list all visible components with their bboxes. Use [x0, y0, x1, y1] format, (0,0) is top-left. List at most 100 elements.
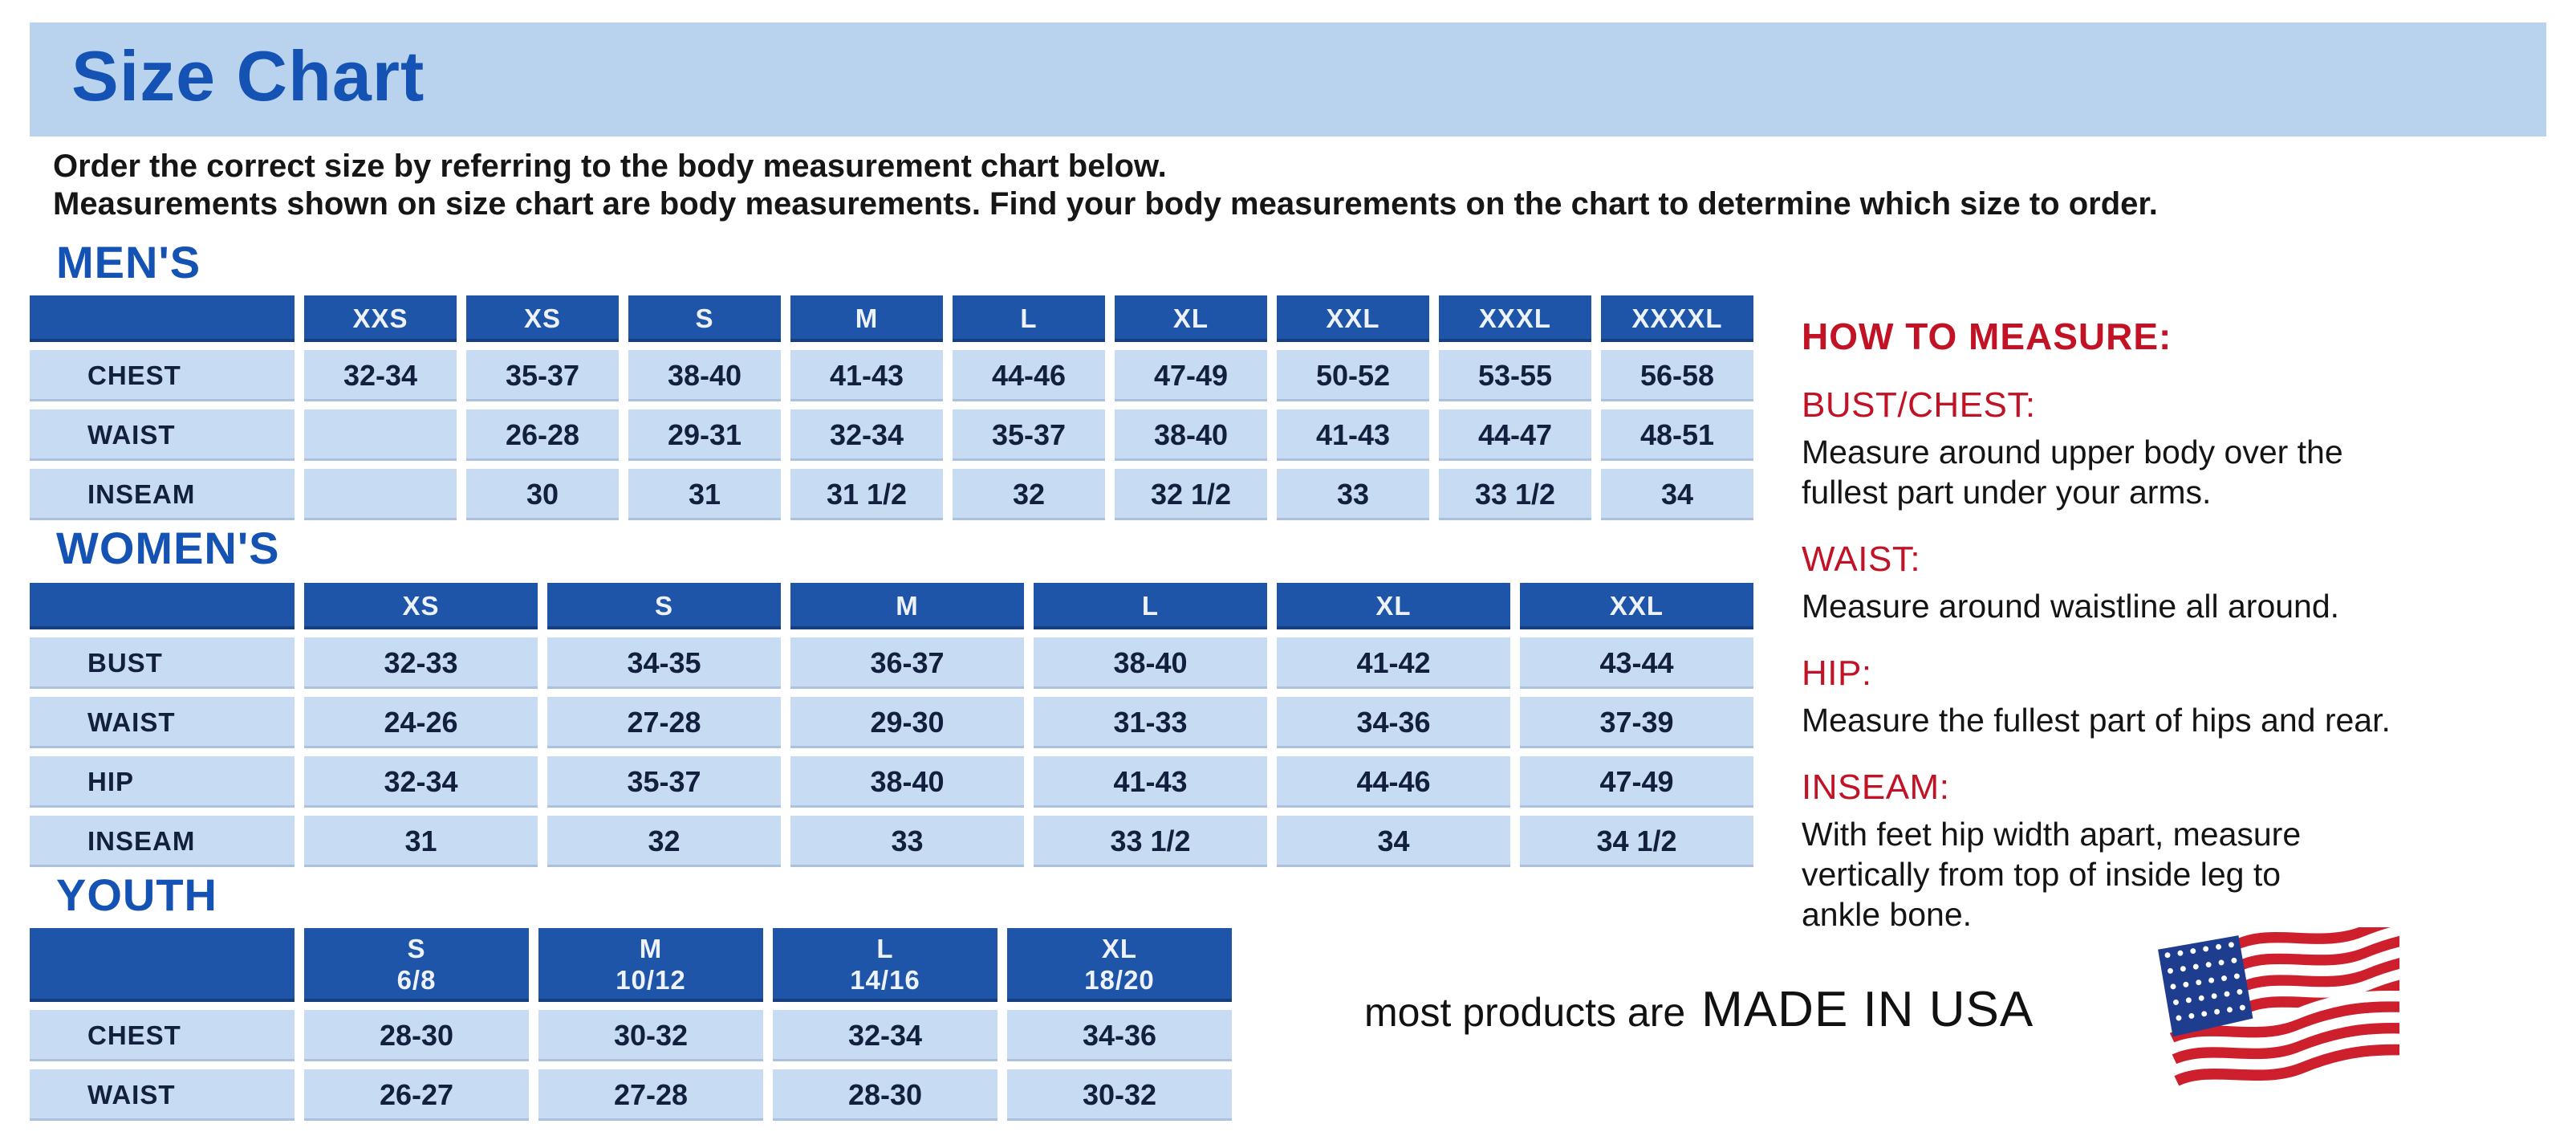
- size-value-cell: 34-35: [547, 637, 781, 689]
- row-label-cell: HIP: [30, 756, 295, 808]
- column-header-cell: XXXXL: [1601, 295, 1753, 342]
- size-value-cell: 32-33: [304, 637, 538, 689]
- size-value-cell: 32-34: [790, 409, 943, 461]
- size-value-cell: 56-58: [1601, 350, 1753, 401]
- size-value-cell: 34 1/2: [1520, 816, 1753, 867]
- size-value-cell: 35-37: [547, 756, 781, 808]
- column-header-cell: M 10/12: [538, 928, 763, 1002]
- size-value-cell: 38-40: [1034, 637, 1267, 689]
- column-header-cell: XS: [304, 583, 538, 629]
- column-header-cell: S: [547, 583, 781, 629]
- column-header-cell: XL: [1277, 583, 1510, 629]
- size-value-cell: 33: [1277, 469, 1429, 520]
- size-value-cell: 53-55: [1439, 350, 1591, 401]
- size-value-cell: 32-34: [773, 1010, 997, 1061]
- size-value-cell: 34-36: [1007, 1010, 1232, 1061]
- size-value-cell: 36-37: [790, 637, 1024, 689]
- row-label-cell: WAIST: [30, 1069, 295, 1121]
- column-header-cell: XL 18/20: [1007, 928, 1232, 1002]
- size-value-cell: 32-34: [304, 350, 457, 401]
- size-value-cell: 34: [1601, 469, 1753, 520]
- size-value-cell: 44-46: [953, 350, 1105, 401]
- size-value-cell: 31 1/2: [790, 469, 943, 520]
- column-header-cell: L 14/16: [773, 928, 997, 1002]
- measure-item-label: BUST/CHEST:: [1802, 385, 2036, 425]
- size-value-cell: 41-43: [1277, 409, 1429, 461]
- youth-size-table: S 6/8 M 10/12 L 14/16 XL 18/20 CHEST 28-30 30-32 32…: [30, 928, 1232, 1121]
- size-value-cell: 41-43: [1034, 756, 1267, 808]
- column-header-cell: XS: [466, 295, 619, 342]
- how-to-measure-heading: HOW TO MEASURE:: [1802, 316, 2172, 357]
- mens-size-table: XXS XS S M L XL XXL XXXL XXXXL CHEST 32-34 35-37 38-…: [30, 295, 1753, 520]
- measure-item-bust-chest: BUST/CHEST: Measure around upper body ov…: [1802, 385, 2556, 512]
- row-label-cell: BUST: [30, 637, 295, 689]
- size-value-cell: 33 1/2: [1439, 469, 1591, 520]
- column-header-cell: XXXL: [1439, 295, 1591, 342]
- size-value-cell: 38-40: [628, 350, 781, 401]
- size-table-grid: XXS XS S M L XL XXL XXXL XXXXL CHEST 32-34 35-37 38-…: [30, 295, 1753, 520]
- youth-section-heading: YOUTH: [56, 869, 217, 920]
- size-value-cell: 27-28: [547, 697, 781, 748]
- size-value-cell: 28-30: [773, 1069, 997, 1121]
- size-value-cell: 44-46: [1277, 756, 1510, 808]
- size-value-cell: 41-42: [1277, 637, 1510, 689]
- measure-item-hip: HIP: Measure the fullest part of hips an…: [1802, 654, 2556, 740]
- title-banner: Size Chart: [30, 22, 2546, 136]
- measure-item-text: With feet hip width apart, measure verti…: [1802, 816, 2302, 933]
- intro-line-2: Measurements shown on size chart are bod…: [53, 186, 2158, 222]
- size-value-cell: 32: [547, 816, 781, 867]
- size-value-cell: 41-43: [790, 350, 943, 401]
- womens-size-table: XS S M L XL XXL BUST 32-33 34-35 36-37 38-40 41-42 4…: [30, 583, 1753, 867]
- size-value-cell: 30: [466, 469, 619, 520]
- measure-item-label: HIP:: [1802, 654, 1872, 693]
- measure-item-inseam: INSEAM: With feet hip width apart, measu…: [1802, 768, 2556, 935]
- column-header-cell: L: [1034, 583, 1267, 629]
- column-header-cell: XXL: [1277, 295, 1429, 342]
- row-label-cell: CHEST: [30, 1010, 295, 1061]
- column-header-cell: XXL: [1520, 583, 1753, 629]
- size-value-cell: 31: [304, 816, 538, 867]
- size-value-cell: 26-27: [304, 1069, 529, 1121]
- made-in-usa-prefix: most products are: [1364, 990, 1686, 1035]
- row-label-cell: INSEAM: [30, 816, 295, 867]
- measure-item-waist: WAIST: Measure around waistline all arou…: [1802, 540, 2556, 626]
- measure-item-text: Measure the fullest part of hips and rea…: [1802, 702, 2391, 739]
- mens-section-heading: MEN'S: [56, 237, 201, 287]
- size-value-cell: 35-37: [466, 350, 619, 401]
- intro-text: Order the correct size by referring to t…: [53, 148, 2158, 223]
- column-header-cell: XXS: [304, 295, 457, 342]
- intro-line-1: Order the correct size by referring to t…: [53, 149, 1167, 184]
- size-value-cell: 32: [953, 469, 1105, 520]
- size-value-cell: 30-32: [1007, 1069, 1232, 1121]
- corner-header-cell: [30, 295, 295, 342]
- womens-section-heading: WOMEN'S: [56, 523, 280, 573]
- size-value-cell: 44-47: [1439, 409, 1591, 461]
- made-in-usa-text: MADE IN USA: [1701, 982, 2034, 1037]
- row-label-cell: WAIST: [30, 697, 295, 748]
- size-value-cell: 34-36: [1277, 697, 1510, 748]
- size-value-cell: 43-44: [1520, 637, 1753, 689]
- corner-header-cell: [30, 928, 295, 1002]
- size-value-cell: 38-40: [1115, 409, 1267, 461]
- page-title: Size Chart: [71, 35, 425, 116]
- size-value-cell: 47-49: [1115, 350, 1267, 401]
- measure-item-text: Measure around upper body over the fulle…: [1802, 434, 2343, 511]
- size-value-cell: 30-32: [538, 1010, 763, 1061]
- column-header-cell: M: [790, 295, 943, 342]
- size-value-cell: 26-28: [466, 409, 619, 461]
- column-header-cell: S 6/8: [304, 928, 529, 1002]
- row-label-cell: WAIST: [30, 409, 295, 461]
- measure-item-text: Measure around waistline all around.: [1802, 588, 2340, 625]
- corner-header-cell: [30, 583, 295, 629]
- row-label-cell: CHEST: [30, 350, 295, 401]
- how-to-measure-panel: HOW TO MEASURE: BUST/CHEST: Measure arou…: [1802, 315, 2556, 935]
- size-value-cell: 37-39: [1520, 697, 1753, 748]
- size-value-cell: 33 1/2: [1034, 816, 1267, 867]
- size-value-cell: 31-33: [1034, 697, 1267, 748]
- size-value-cell: 34: [1277, 816, 1510, 867]
- size-value-cell: 32 1/2: [1115, 469, 1267, 520]
- column-header-cell: M: [790, 583, 1024, 629]
- size-value-cell: 35-37: [953, 409, 1105, 461]
- size-value-cell: 48-51: [1601, 409, 1753, 461]
